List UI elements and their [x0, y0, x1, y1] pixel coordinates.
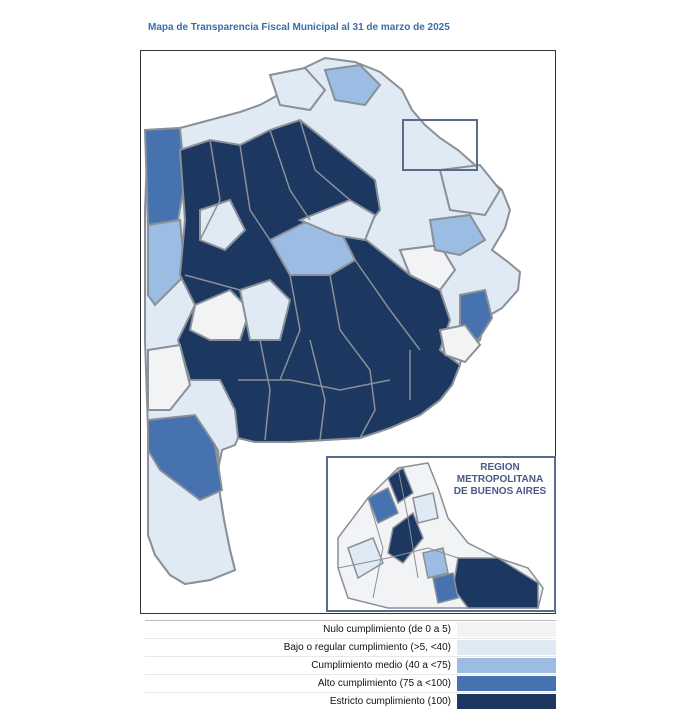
north-medium-patch [323, 63, 382, 107]
inset-label-line-2: METROPOLITANA [456, 474, 544, 485]
metro-inset-map [337, 462, 544, 609]
inset-strict-1 [452, 557, 539, 609]
legend-item: Alto cumplimiento (75 a <100) [145, 674, 556, 692]
legend-item: Cumplimiento medio (40 a <75) [145, 656, 556, 674]
legend-swatch [457, 694, 556, 709]
east-light-patch-2 [438, 323, 482, 364]
central-light-patch-4 [297, 198, 377, 242]
legend-swatch [457, 676, 556, 691]
legend-item: Estricto cumplimiento (100) [145, 692, 556, 710]
inset-light-1 [347, 537, 384, 580]
province-map [143, 56, 522, 586]
metro-zoom-box [402, 119, 478, 171]
west-light-patch [147, 343, 192, 411]
southwest-medium-region [147, 413, 224, 502]
legend-swatch [457, 658, 556, 673]
inset-medium-3 [432, 572, 459, 604]
northeast-medium-patch [428, 213, 487, 257]
central-light-patch-1 [188, 288, 252, 341]
north-light-patch [268, 66, 327, 112]
inset-medium-1 [367, 486, 399, 525]
central-light-patch-3 [238, 278, 292, 341]
inset-region-label: REGION METROPOLITANA DE BUENOS AIRES [446, 462, 554, 498]
legend-label: Bajo o regular cumplimiento (>5, <40) [283, 642, 451, 653]
inset-label-line-3: DE BUENOS AIRES [453, 486, 547, 497]
legend-swatch [457, 640, 556, 655]
legend-item: Bajo o regular cumplimiento (>5, <40) [145, 638, 556, 656]
legend-label: Cumplimiento medio (40 a <75) [311, 660, 451, 671]
northeast-light-patch [438, 163, 502, 217]
central-light-patch-2 [199, 198, 247, 252]
inset-light-2 [412, 492, 439, 524]
inset-label-line-1: REGION [480, 462, 520, 473]
legend-label: Alto cumplimiento (75 a <100) [317, 678, 451, 689]
legend-label: Estricto cumplimiento (100) [329, 696, 451, 707]
inset-medium-2 [422, 547, 449, 579]
municipal-boundaries [184, 119, 421, 441]
west-medium-region [143, 126, 187, 227]
legend-swatch [457, 622, 556, 637]
legend-label: Nulo cumplimiento (de 0 a 5) [323, 624, 451, 635]
central-west-medium [147, 218, 187, 307]
legend-item: Nulo cumplimiento (de 0 a 5) [145, 620, 556, 638]
map-legend: Nulo cumplimiento (de 0 a 5) Bajo o regu… [145, 620, 556, 710]
inset-strict-3 [387, 466, 414, 505]
metro-inset: REGION METROPOLITANA DE BUENOS AIRES [326, 456, 556, 612]
map-title: Mapa de Transparencia Fiscal Municipal a… [148, 22, 450, 33]
